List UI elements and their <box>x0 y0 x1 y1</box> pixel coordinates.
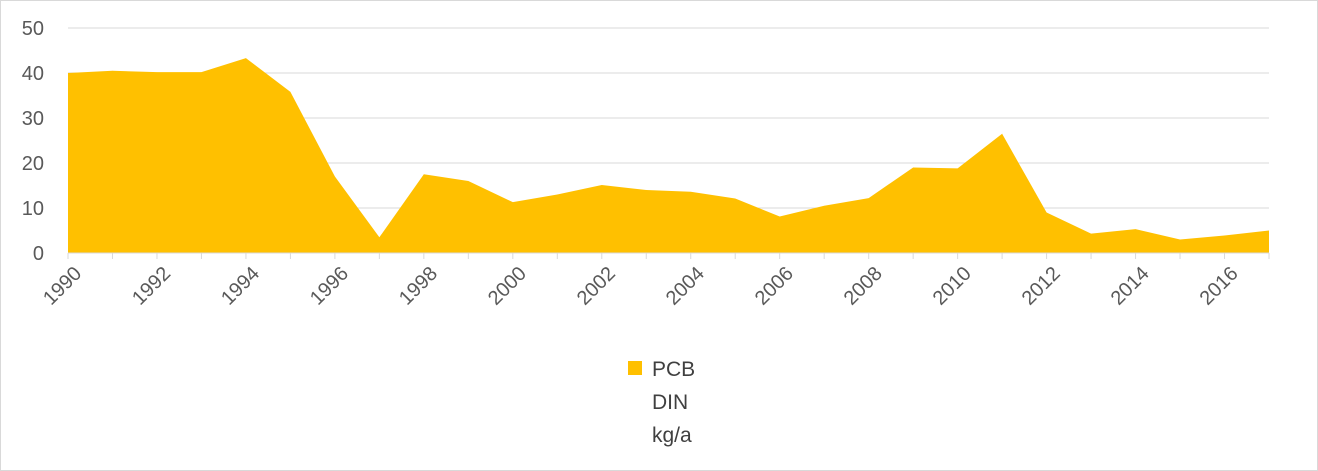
series-area-pcb <box>68 58 1269 254</box>
x-tick-label-2012: 2012 <box>1018 263 1065 310</box>
y-tick-label-50: 50 <box>22 18 44 40</box>
y-tick-label-0: 0 <box>33 243 44 265</box>
axes <box>67 252 1270 259</box>
legend-label-line-3: kg/a <box>652 424 692 447</box>
x-tick-label-2008: 2008 <box>840 263 887 310</box>
x-tick-label-2010: 2010 <box>929 263 976 310</box>
x-tick-label-1996: 1996 <box>306 263 353 310</box>
legend-label-line-2: DIN <box>652 391 688 414</box>
x-tick-label-2004: 2004 <box>662 263 709 310</box>
x-tick-label-2006: 2006 <box>751 263 798 310</box>
y-tick-label-30: 30 <box>22 108 44 130</box>
series-area-layer <box>67 58 1270 254</box>
y-tick-label-10: 10 <box>22 198 44 220</box>
x-tick-label-2016: 2016 <box>1196 263 1243 310</box>
legend-swatch-pcb <box>628 361 642 375</box>
x-tick-label-1992: 1992 <box>128 263 175 310</box>
x-tick-label-1998: 1998 <box>395 263 442 310</box>
legend-label-line-1: PCB <box>652 358 695 381</box>
y-tick-label-20: 20 <box>22 153 44 175</box>
y-tick-label-40: 40 <box>22 63 44 85</box>
y-tick-labels: 0 10 20 30 40 50 <box>22 18 44 265</box>
x-tick-label-2000: 2000 <box>484 263 531 310</box>
x-tick-labels: 1990 1992 1994 1996 1998 2000 2002 2004 2006 2008… <box>39 263 1243 310</box>
x-tick-label-2014: 2014 <box>1107 263 1154 310</box>
x-tick-label-1994: 1994 <box>217 263 264 310</box>
x-tick-label-1990: 1990 <box>39 263 86 310</box>
legend: PCB DIN kg/a <box>628 358 695 447</box>
x-tick-label-2002: 2002 <box>573 263 620 310</box>
